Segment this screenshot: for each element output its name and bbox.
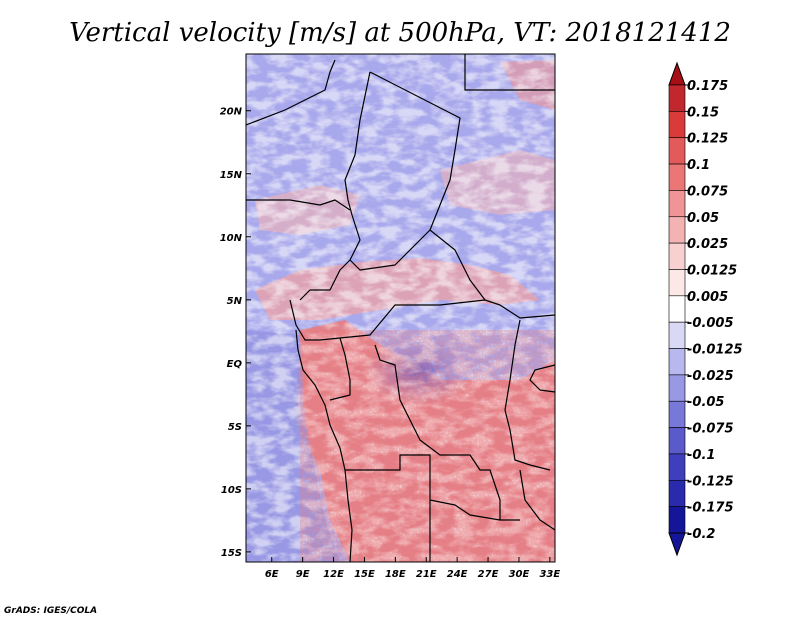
- colorbar-swatch: [668, 269, 686, 297]
- lat-tick-label: 15S: [221, 548, 242, 559]
- lon-tick-label: 30E: [509, 569, 530, 580]
- colorbar-level-label: 0.125: [687, 132, 728, 147]
- colorbar-level-label: -0.125: [687, 474, 734, 489]
- lat-tick-label: 5N: [227, 296, 243, 307]
- colorbar-swatch: [668, 506, 686, 534]
- colorbar-swatch: [668, 321, 686, 349]
- colorbar-swatch: [668, 84, 686, 112]
- colorbar-level-label: -0.0125: [687, 343, 743, 358]
- colorbar-level-label: -0.005: [687, 316, 734, 331]
- lat-tick-label: 15N: [220, 170, 243, 181]
- colorbar-swatch: [668, 400, 686, 428]
- longitude-axis: 6E 9E 12E 15E 18E 21E 24E 27E 30E 33E: [265, 557, 560, 580]
- lon-tick-label: 27E: [478, 569, 499, 580]
- colorbar-swatch: [668, 111, 686, 139]
- colorbar-level-label: -0.025: [687, 369, 734, 384]
- colorbar-level-label: -0.05: [687, 395, 724, 410]
- lat-tick-label: 10N: [220, 233, 243, 244]
- colorbar-swatch: [668, 137, 686, 165]
- lon-tick-label: 33E: [539, 569, 560, 580]
- lat-tick-label: 10S: [221, 485, 242, 496]
- colorbar-level-label: 0.005: [687, 290, 728, 305]
- colorbar: 0.175 0.15 0.125 0.1 0.075 0.05 0.025 0.0125 0.0…: [668, 61, 743, 557]
- colorbar-level-label: 0.075: [687, 184, 728, 199]
- lon-tick-label: 15E: [354, 569, 375, 580]
- colorbar-top-arrow: [668, 61, 686, 86]
- colorbar-level-label: -0.1: [687, 448, 715, 463]
- colorbar-level-label: 0.175: [687, 79, 728, 94]
- colorbar-level-label: 0.15: [687, 105, 719, 120]
- colorbar-swatch: [668, 348, 686, 376]
- country-borders: [246, 54, 555, 562]
- plot-frame: [245, 53, 556, 563]
- lon-tick-label: 21E: [416, 569, 437, 580]
- lon-tick-label: 24E: [447, 569, 468, 580]
- lon-tick-label: 12E: [323, 569, 344, 580]
- colorbar-level-label: -0.075: [687, 422, 734, 437]
- colorbar-swatch: [668, 242, 686, 270]
- colorbar-swatch: [668, 163, 686, 191]
- colorbar-swatch: [668, 216, 686, 244]
- colorbar-swatch: [668, 374, 686, 402]
- colorbar-level-label: 0.1: [687, 158, 710, 173]
- colorbar-swatch: [668, 479, 686, 507]
- colorbar-level-label: -0.175: [687, 501, 734, 516]
- lon-tick-label: 9E: [296, 569, 310, 580]
- grads-credit: GrADS: IGES/COLA: [4, 606, 97, 616]
- colorbar-level-label: -0.2: [687, 527, 715, 542]
- colorbar-swatch: [668, 295, 686, 323]
- lon-tick-label: 6E: [265, 569, 279, 580]
- colorbar-level-label: 0.05: [687, 211, 719, 226]
- colorbar-swatch: [668, 453, 686, 481]
- lat-tick-label: 5S: [228, 422, 242, 433]
- colorbar-level-label: 0.0125: [687, 263, 737, 278]
- colorbar-swatch: [668, 190, 686, 218]
- lon-tick-label: 18E: [385, 569, 406, 580]
- map-title: Vertical velocity [m/s] at 500hPa, VT: 2…: [69, 18, 731, 48]
- colorbar-bottom-arrow: [668, 532, 686, 557]
- lat-tick-label: EQ: [227, 359, 243, 370]
- latitude-axis: 20N 15N 10N 5N EQ 5S 10S 15S: [220, 107, 251, 559]
- lat-tick-label: 20N: [220, 107, 243, 118]
- colorbar-swatch: [668, 427, 686, 455]
- plot-area: [246, 54, 555, 562]
- colorbar-level-label: 0.025: [687, 237, 728, 252]
